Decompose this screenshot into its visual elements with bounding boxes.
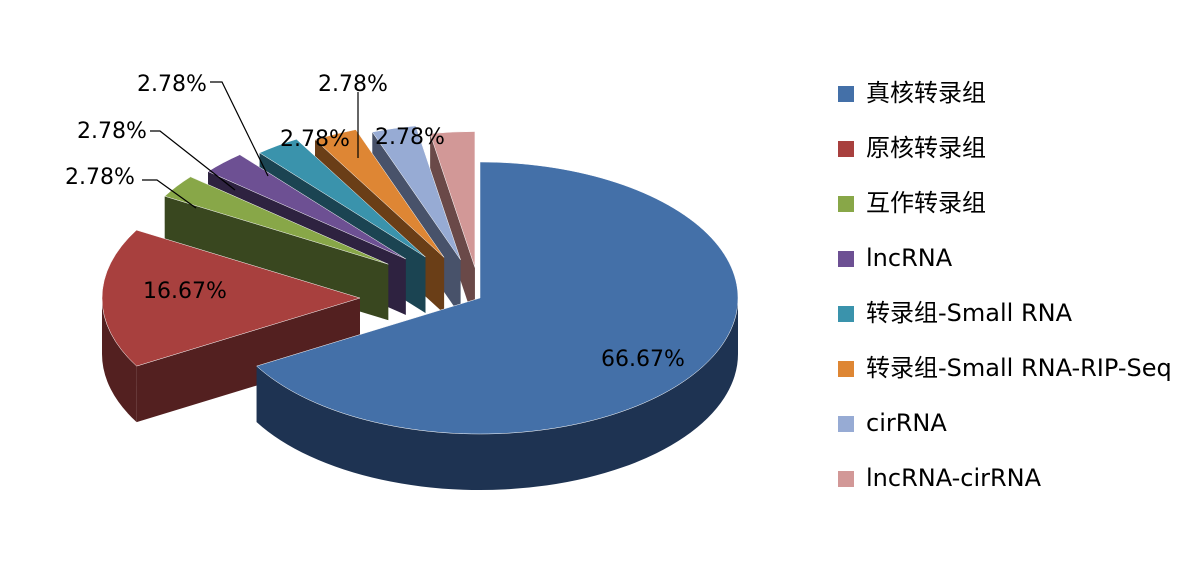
leader-line	[210, 81, 269, 177]
legend-label: 真核转录组	[866, 79, 986, 107]
slice-rim-0	[256, 298, 738, 490]
slice-small-rna	[259, 138, 426, 258]
legend-swatch	[838, 306, 854, 322]
slice-item	[256, 161, 739, 435]
legend-label: 转录组-Small RNA	[866, 299, 1073, 327]
legend-swatch	[838, 86, 854, 102]
legend-label: 互作转录组	[866, 189, 986, 217]
legend-swatch	[838, 141, 854, 157]
legend-swatch	[838, 471, 854, 487]
legend-label: 转录组-Small RNA-RIP-Seq	[866, 354, 1172, 382]
slice-item	[101, 229, 361, 367]
slice-side-2	[164, 196, 389, 321]
legend-label: cirRNA	[866, 409, 947, 437]
slice-lncrna-cirrna	[429, 131, 476, 268]
slice-side-1	[136, 298, 361, 423]
legend-swatch	[838, 196, 854, 212]
data-label: 2.78%	[280, 127, 350, 152]
slice-rim-1	[102, 298, 137, 423]
slice-cirrna	[371, 125, 461, 260]
legend-label: 原核转录组	[866, 134, 986, 162]
data-label: 16.67%	[143, 279, 227, 304]
slice-lncrna	[207, 154, 406, 260]
slice-item	[164, 176, 389, 265]
data-label: 66.67%	[601, 347, 685, 372]
leader-line	[150, 130, 236, 191]
slice-side-7	[430, 133, 475, 324]
leader-line	[142, 179, 197, 209]
data-labels: 66.67% 16.67% 2.78% 2.78% 2.78% 2.78% 2.78% 2.7…	[65, 72, 685, 372]
legend-swatch	[838, 251, 854, 267]
data-label: 2.78%	[77, 119, 147, 144]
data-label: 2.78%	[375, 125, 445, 150]
legend-label: lncRNA-cirRNA	[866, 464, 1042, 492]
slice-small-rna-rip-seq	[314, 129, 445, 258]
legend-swatch	[838, 361, 854, 377]
data-label: 2.78%	[318, 72, 388, 97]
data-label: 2.78%	[65, 165, 135, 190]
legend-label: lncRNA	[866, 244, 953, 272]
legend-swatch	[838, 416, 854, 432]
pie-tops	[101, 125, 739, 435]
data-label: 2.78%	[137, 72, 207, 97]
